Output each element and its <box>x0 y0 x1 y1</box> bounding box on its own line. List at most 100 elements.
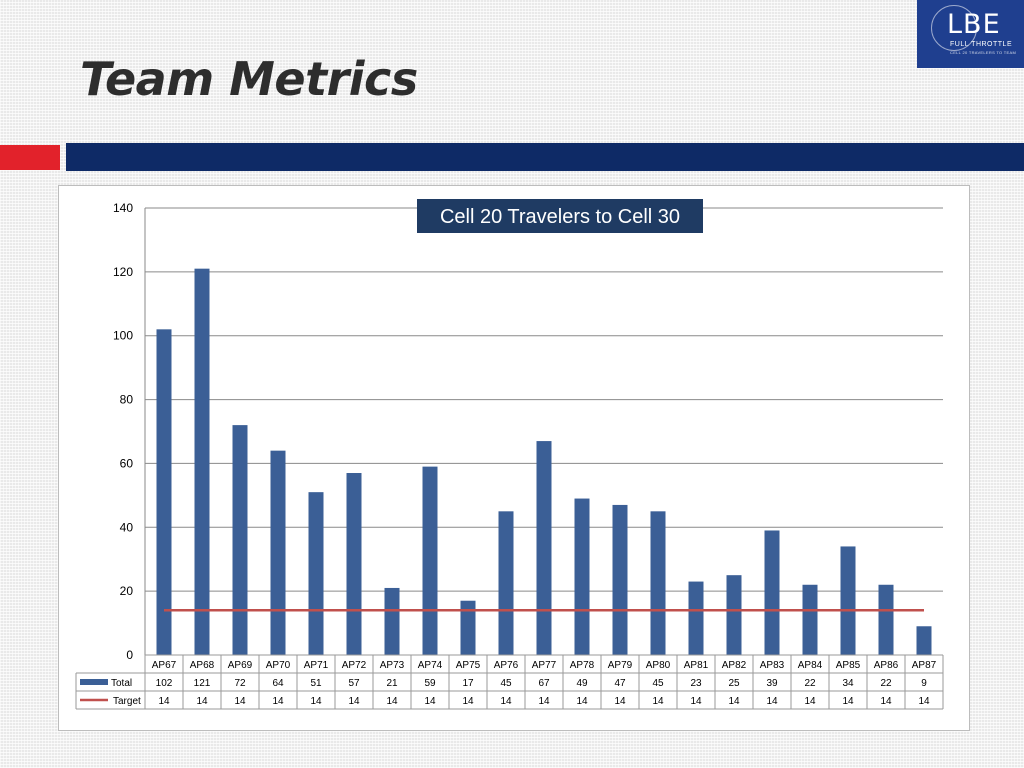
bar-ap81 <box>688 581 704 655</box>
category-label: AP80 <box>646 660 671 671</box>
target-value-label: 14 <box>424 696 436 707</box>
chart-title: Cell 20 Travelers to Cell 30 <box>440 206 680 228</box>
bar-ap86 <box>878 584 894 655</box>
bar-ap85 <box>840 546 856 655</box>
slide-title: Team Metrics <box>80 52 418 106</box>
target-value-label: 14 <box>918 696 930 707</box>
category-label: AP75 <box>456 660 481 671</box>
chart-title-box: Cell 20 Travelers to Cell 30 <box>417 199 703 233</box>
target-value-label: 14 <box>272 696 284 707</box>
company-logo: LBE FULL THROTTLE CELL 20 TRAVELERS TO T… <box>917 0 1024 68</box>
target-value-label: 14 <box>728 696 740 707</box>
category-label: AP79 <box>608 660 633 671</box>
category-label: AP81 <box>684 660 709 671</box>
category-label: AP77 <box>532 660 557 671</box>
y-tick-label: 140 <box>113 201 133 215</box>
category-label: AP82 <box>722 660 747 671</box>
bar-ap70 <box>270 450 286 655</box>
target-value-label: 14 <box>842 696 854 707</box>
category-label: AP68 <box>190 660 215 671</box>
target-value-label: 14 <box>310 696 322 707</box>
y-tick-label: 120 <box>113 265 133 279</box>
data-table: AP67 102 14 AP68 121 14 AP69 72 14 AP70 64 14 AP71 51… <box>75 654 944 710</box>
category-label: AP74 <box>418 660 443 671</box>
total-value-label: 45 <box>652 678 664 689</box>
total-value-label: 51 <box>310 678 322 689</box>
bar-ap83 <box>764 530 780 655</box>
total-value-label: 49 <box>576 678 588 689</box>
target-value-label: 14 <box>386 696 398 707</box>
category-label: AP78 <box>570 660 595 671</box>
category-label: AP70 <box>266 660 291 671</box>
total-value-label: 67 <box>538 678 550 689</box>
y-tick-label: 100 <box>113 329 133 343</box>
total-value-label: 121 <box>194 678 211 689</box>
total-value-label: 25 <box>728 678 740 689</box>
category-label: AP83 <box>760 660 785 671</box>
y-tick-label: 0 <box>126 648 133 662</box>
logo-ring <box>931 5 977 51</box>
chart-panel: 0 20 40 60 80 100 120 140 AP67 102 14 AP68 121 14 AP6… <box>58 185 970 731</box>
total-value-label: 21 <box>386 678 398 689</box>
bar-ap74 <box>422 466 438 655</box>
target-value-label: 14 <box>158 696 170 707</box>
target-value-label: 14 <box>538 696 550 707</box>
category-label: AP72 <box>342 660 367 671</box>
bar-ap68 <box>194 268 210 655</box>
category-label: AP67 <box>152 660 177 671</box>
legend-key-total <box>80 679 108 685</box>
category-label: AP87 <box>912 660 937 671</box>
bar-ap67 <box>156 329 172 655</box>
target-value-label: 14 <box>500 696 512 707</box>
legend-label-target: Target <box>113 696 141 707</box>
bar-ap78 <box>574 498 590 655</box>
y-tick-label: 20 <box>120 584 134 598</box>
logo-mark: LBE <box>947 9 1001 40</box>
category-label: AP84 <box>798 660 823 671</box>
navy-header-band <box>66 143 1024 171</box>
target-value-label: 14 <box>234 696 246 707</box>
target-value-label: 14 <box>652 696 664 707</box>
target-value-label: 14 <box>348 696 360 707</box>
target-value-label: 14 <box>196 696 208 707</box>
target-value-label: 14 <box>804 696 816 707</box>
logo-subtagline: CELL 20 TRAVELERS TO TEAM <box>950 50 1017 55</box>
y-tick-label: 80 <box>120 393 134 407</box>
total-value-label: 59 <box>424 678 436 689</box>
bars <box>156 268 932 655</box>
bar-ap75 <box>460 600 476 655</box>
target-value-label: 14 <box>880 696 892 707</box>
target-value-label: 14 <box>576 696 588 707</box>
bar-ap71 <box>308 492 324 655</box>
total-value-label: 64 <box>272 678 284 689</box>
total-value-label: 17 <box>462 678 474 689</box>
bar-ap73 <box>384 587 400 655</box>
total-value-label: 72 <box>234 678 246 689</box>
bar-ap82 <box>726 575 742 655</box>
y-tick-label: 40 <box>120 520 134 534</box>
category-label: AP85 <box>836 660 861 671</box>
category-label: AP86 <box>874 660 899 671</box>
target-value-label: 14 <box>690 696 702 707</box>
total-value-label: 47 <box>614 678 626 689</box>
bar-ap80 <box>650 511 666 655</box>
bar-ap84 <box>802 584 818 655</box>
total-value-label: 57 <box>348 678 360 689</box>
logo-tagline: FULL THROTTLE <box>950 41 1013 48</box>
bar-ap76 <box>498 511 514 655</box>
total-value-label: 22 <box>880 678 892 689</box>
total-value-label: 9 <box>921 678 927 689</box>
target-value-label: 14 <box>766 696 778 707</box>
legend-label-total: Total <box>111 678 132 689</box>
total-value-label: 22 <box>804 678 816 689</box>
total-value-label: 39 <box>766 678 778 689</box>
bar-ap69 <box>232 425 248 655</box>
red-accent-bar <box>0 145 60 170</box>
target-value-label: 14 <box>614 696 626 707</box>
chart-title-background <box>417 199 703 233</box>
bar-ap87 <box>916 626 932 655</box>
category-label: AP69 <box>228 660 253 671</box>
target-value-label: 14 <box>462 696 474 707</box>
total-value-label: 45 <box>500 678 512 689</box>
